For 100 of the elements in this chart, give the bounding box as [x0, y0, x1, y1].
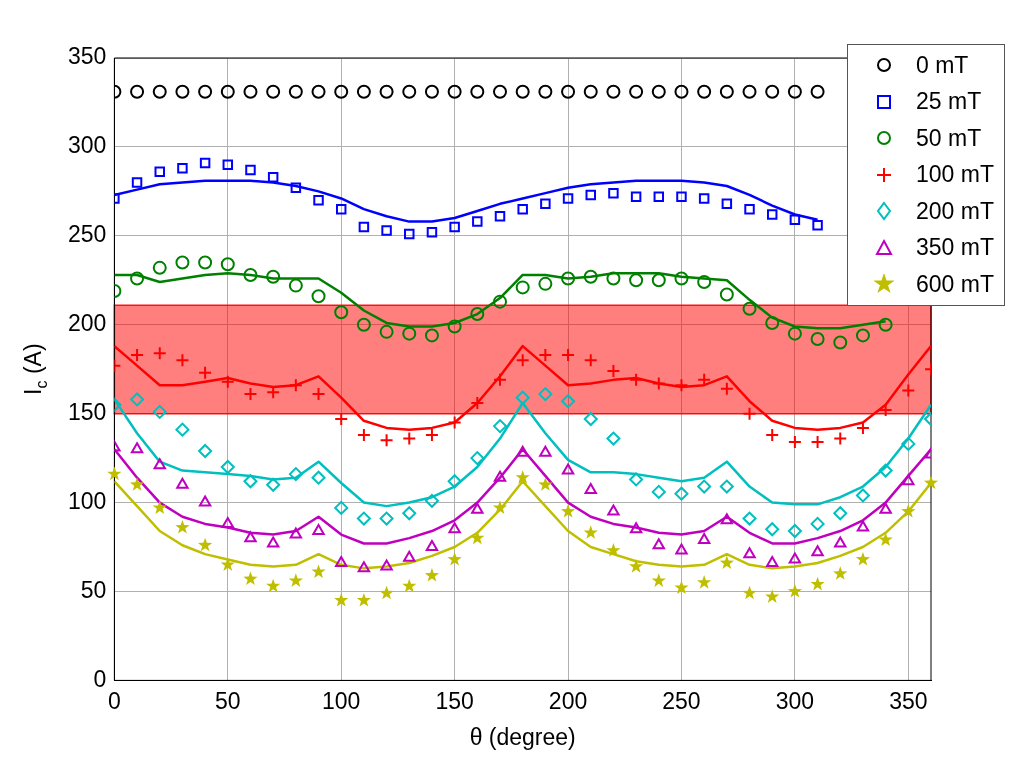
point: [540, 198, 551, 210]
y-tick-label: 200: [68, 310, 107, 337]
point: [742, 84, 757, 99]
point: [538, 276, 553, 291]
point: [787, 524, 802, 539]
point: [901, 436, 916, 451]
point: [245, 164, 256, 176]
point: [175, 519, 190, 534]
point: [220, 257, 235, 272]
point: [583, 525, 598, 539]
point: [674, 378, 689, 393]
point: [833, 506, 848, 521]
point: [697, 372, 712, 387]
point: [833, 335, 848, 350]
point: [651, 84, 666, 99]
point: [447, 319, 462, 334]
point: [424, 84, 439, 99]
point: [515, 390, 530, 405]
legend-label: 100 mT: [916, 161, 994, 189]
point: [402, 578, 417, 593]
point: [697, 532, 711, 544]
point: [471, 502, 484, 514]
point: [787, 326, 802, 341]
point: [765, 522, 780, 537]
point: [493, 419, 507, 434]
point: [402, 431, 417, 446]
point: [560, 503, 576, 518]
point: [515, 84, 530, 99]
point: [561, 271, 576, 286]
point: [810, 84, 825, 99]
point: [404, 228, 415, 240]
point: [288, 573, 303, 587]
x-tick-label: 150: [435, 687, 474, 714]
point: [199, 157, 211, 169]
point: [288, 467, 303, 482]
point: [765, 428, 780, 442]
point: [766, 209, 778, 220]
point: [198, 84, 213, 99]
point: [515, 470, 530, 484]
point: [424, 428, 439, 442]
point: [220, 460, 235, 475]
point: [334, 305, 349, 320]
y-tick-label: 150: [68, 399, 107, 425]
point: [447, 84, 462, 99]
point: [608, 187, 619, 199]
point: [901, 383, 916, 398]
point: [855, 328, 870, 343]
point: [719, 287, 734, 302]
point: [266, 536, 280, 548]
x-tick-label: 200: [548, 687, 588, 714]
point: [901, 503, 916, 518]
point: [878, 532, 893, 546]
x-tick-label: 350: [889, 687, 928, 714]
point: [651, 273, 666, 288]
point: [379, 433, 394, 448]
point: [288, 84, 303, 99]
point: [787, 435, 802, 450]
point: [379, 324, 394, 339]
point: [222, 159, 234, 170]
point: [833, 566, 848, 580]
point: [176, 477, 189, 489]
point: [107, 466, 122, 481]
point: [493, 294, 507, 309]
point: [697, 575, 712, 589]
point: [312, 524, 325, 536]
point: [243, 387, 258, 402]
legend-label: 50 mT: [916, 124, 982, 152]
point: [424, 567, 440, 582]
point: [152, 500, 167, 514]
point: [288, 278, 303, 293]
point: [585, 189, 596, 201]
point: [538, 84, 553, 99]
point: [787, 583, 803, 598]
point: [266, 578, 281, 593]
point: [335, 203, 347, 215]
point: [651, 573, 666, 587]
point: [424, 328, 439, 343]
y-tick-label: 300: [68, 132, 107, 159]
point: [923, 475, 939, 490]
point: [561, 84, 576, 99]
point: [449, 221, 460, 233]
point: [220, 374, 235, 389]
point: [470, 451, 485, 466]
point: [810, 576, 825, 591]
point: [130, 271, 145, 286]
point: [538, 347, 553, 362]
point: [266, 269, 281, 284]
point: [674, 84, 689, 99]
point: [198, 255, 213, 270]
x-tick-label: 250: [662, 687, 701, 714]
point: [810, 331, 825, 346]
point: [152, 84, 167, 99]
point: [811, 545, 824, 557]
point: [812, 219, 823, 231]
point: [539, 445, 552, 457]
point: [313, 195, 324, 206]
point: [154, 166, 165, 178]
point: [379, 84, 394, 99]
point: [402, 326, 417, 341]
point: [357, 561, 371, 573]
